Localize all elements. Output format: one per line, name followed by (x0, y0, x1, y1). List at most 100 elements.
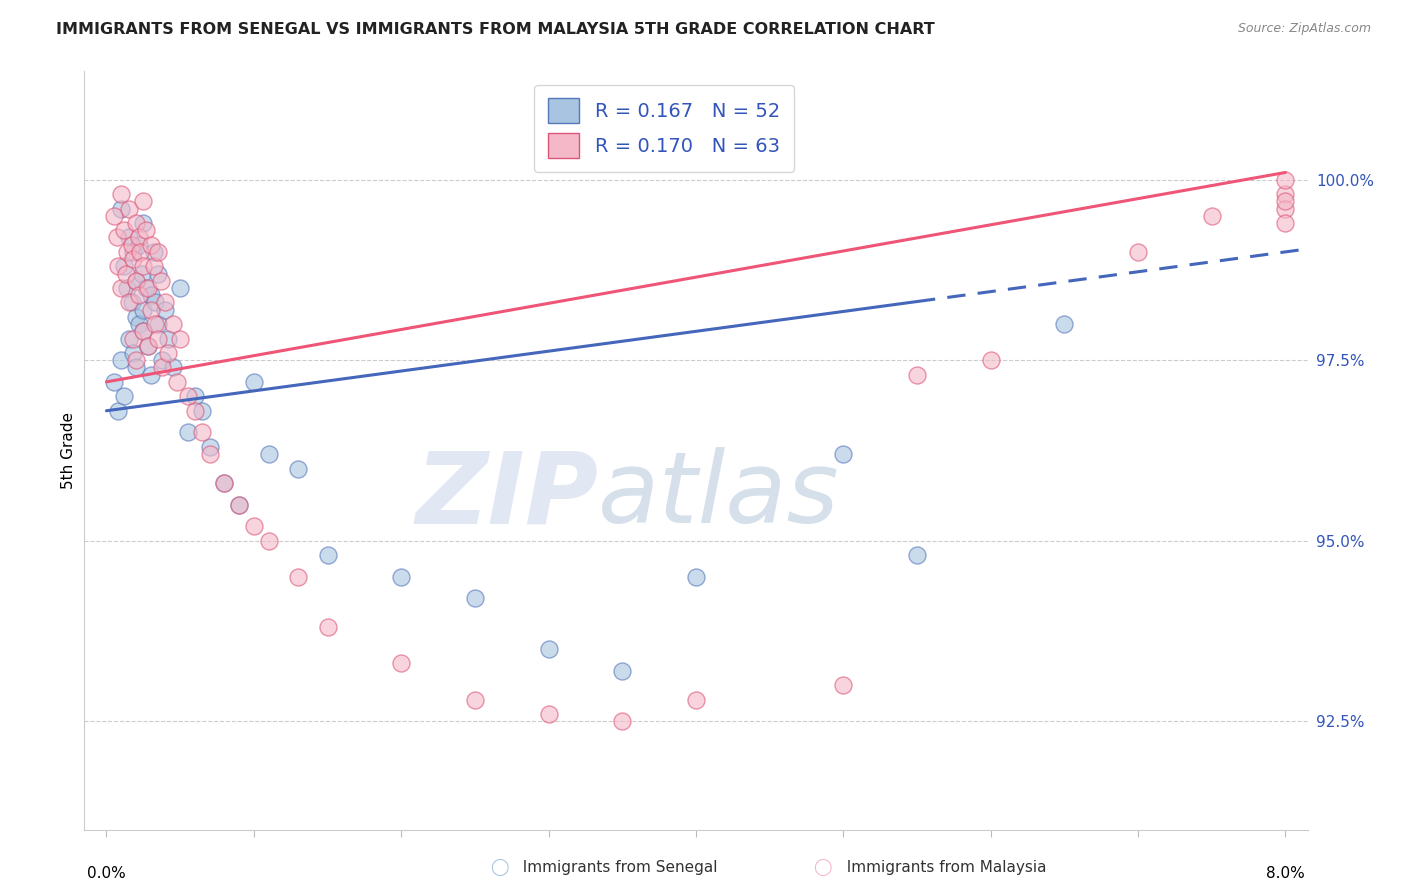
Point (105, 230, 128, 244)
Point (125, 274, 148, 288)
Point (132, 216, 155, 230)
Text: 8.0%: 8.0% (1265, 865, 1305, 880)
Point (905, 368, 928, 382)
Point (169, 281, 191, 295)
Text: atlas: atlas (598, 448, 839, 544)
Point (136, 281, 159, 295)
Text: ◯: ◯ (813, 858, 832, 876)
Point (832, 678, 855, 692)
Point (117, 202, 139, 216)
Point (142, 244, 165, 259)
Text: Immigrants from Senegal: Immigrants from Senegal (513, 860, 717, 874)
Point (131, 267, 153, 281)
Point (157, 332, 180, 346)
Point (214, 475, 236, 490)
Point (243, 375, 266, 389)
Point (125, 274, 148, 288)
Point (228, 498, 250, 512)
Point (146, 267, 169, 281)
Point (214, 475, 236, 490)
Point (157, 346, 180, 360)
Point (110, 353, 132, 368)
Text: Source: ZipAtlas.com: Source: ZipAtlas.com (1237, 22, 1371, 36)
Text: ◯: ◯ (489, 858, 509, 876)
Point (146, 244, 169, 259)
Point (685, 570, 707, 584)
Point (132, 260, 155, 274)
Point (122, 252, 145, 266)
Point (1274, 202, 1296, 216)
Point (128, 288, 150, 302)
Point (122, 244, 145, 259)
Point (110, 202, 132, 216)
Point (162, 317, 184, 331)
Point (136, 339, 159, 353)
Point (191, 425, 214, 440)
Point (107, 403, 129, 417)
Point (112, 389, 135, 403)
Point (166, 375, 188, 389)
Point (191, 403, 214, 417)
Point (287, 461, 309, 475)
Point (176, 389, 198, 403)
Point (121, 295, 143, 310)
Point (114, 267, 136, 281)
Point (128, 230, 150, 244)
Point (152, 360, 174, 375)
Point (135, 223, 157, 237)
Point (125, 353, 148, 368)
Point (103, 209, 125, 223)
Point (257, 447, 280, 461)
Point (143, 317, 166, 331)
Point (132, 324, 155, 338)
Point (150, 274, 173, 288)
Point (198, 447, 221, 461)
Point (107, 260, 129, 274)
Point (146, 317, 169, 331)
Point (112, 260, 135, 274)
Point (1274, 172, 1296, 186)
Point (132, 194, 155, 209)
Text: IMMIGRANTS FROM SENEGAL VS IMMIGRANTS FROM MALAYSIA 5TH GRADE CORRELATION CHART: IMMIGRANTS FROM SENEGAL VS IMMIGRANTS FR… (56, 22, 935, 37)
Point (228, 498, 250, 512)
Y-axis label: 5th Grade: 5th Grade (60, 412, 76, 489)
Point (464, 591, 486, 606)
Point (980, 353, 1002, 368)
Point (121, 237, 143, 252)
Point (257, 533, 280, 548)
Point (184, 389, 207, 403)
Point (287, 570, 309, 584)
Point (176, 425, 198, 440)
Point (1201, 209, 1223, 223)
Point (905, 548, 928, 562)
Point (152, 353, 174, 368)
Point (132, 302, 155, 317)
Point (162, 360, 184, 375)
Point (135, 281, 157, 295)
Point (103, 375, 125, 389)
Point (112, 223, 135, 237)
Point (537, 642, 560, 657)
Point (143, 295, 166, 310)
Point (125, 310, 148, 324)
Point (146, 332, 169, 346)
Point (136, 339, 159, 353)
Point (129, 244, 152, 259)
Text: Immigrants from Malaysia: Immigrants from Malaysia (837, 860, 1046, 874)
Point (685, 692, 707, 706)
Point (139, 288, 162, 302)
Point (139, 368, 162, 382)
Point (537, 706, 560, 721)
Point (142, 260, 165, 274)
Point (128, 317, 150, 331)
Point (110, 187, 132, 202)
Text: ZIP: ZIP (415, 448, 598, 544)
Point (198, 440, 221, 454)
Point (389, 570, 412, 584)
Point (1274, 187, 1296, 202)
Point (117, 230, 139, 244)
Point (115, 281, 138, 295)
Point (1126, 244, 1149, 259)
Point (117, 295, 139, 310)
Point (464, 692, 486, 706)
